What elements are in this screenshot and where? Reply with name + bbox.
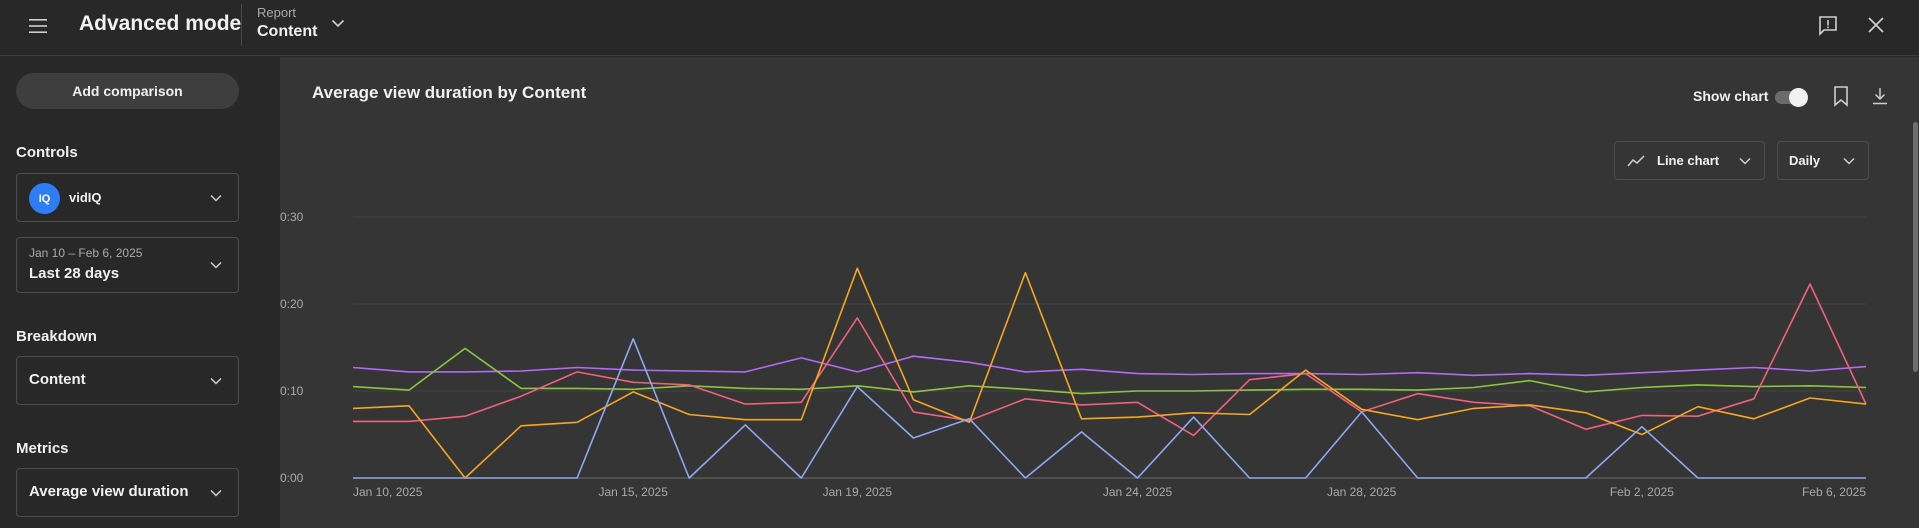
y-tick-label: 0:20 bbox=[280, 297, 304, 311]
chart-card: Average view duration by Content Show ch… bbox=[280, 57, 1919, 528]
top-app-bar: Advanced mode Report Content bbox=[0, 0, 1919, 56]
x-tick-label: Jan 15, 2025 bbox=[598, 485, 668, 499]
controls-heading: Controls bbox=[16, 144, 78, 161]
x-tick-label: Jan 28, 2025 bbox=[1327, 485, 1397, 499]
hamburger-menu-icon[interactable] bbox=[26, 14, 50, 38]
date-preset: Last 28 days bbox=[29, 265, 120, 282]
report-label: Report bbox=[257, 5, 297, 20]
chart-type-label: Line chart bbox=[1657, 153, 1720, 168]
chevron-down-icon bbox=[1843, 157, 1855, 165]
toggle-knob bbox=[1789, 88, 1808, 107]
left-sidebar: Add comparison Controls IQ vidIQ Jan 10 … bbox=[0, 57, 256, 528]
interval-label: Daily bbox=[1789, 153, 1821, 168]
series-line bbox=[352, 355, 1867, 377]
line-chart: 0:00 0:10 0:20 0:30 Jan 10, 2025 Jan 15, 2025… bbox=[280, 210, 1867, 499]
scrollbar-thumb[interactable] bbox=[1913, 122, 1918, 372]
show-chart-toggle[interactable] bbox=[1773, 88, 1809, 107]
chevron-down-icon[interactable] bbox=[329, 14, 347, 32]
chart-type-dropdown[interactable]: Line chart bbox=[1614, 141, 1765, 180]
x-tick-label: Jan 19, 2025 bbox=[823, 485, 893, 499]
metrics-heading: Metrics bbox=[16, 440, 69, 457]
feedback-icon[interactable] bbox=[1817, 14, 1839, 36]
breakdown-heading: Breakdown bbox=[16, 328, 97, 345]
x-tick-label: Feb 6, 2025 bbox=[1802, 485, 1866, 499]
avatar: IQ bbox=[29, 183, 60, 214]
report-selector[interactable]: Content bbox=[257, 23, 318, 40]
channel-selector[interactable]: IQ vidIQ bbox=[16, 173, 239, 222]
show-chart-label: Show chart bbox=[1693, 88, 1769, 104]
chevron-down-icon bbox=[1739, 157, 1751, 165]
x-tick-label: Feb 2, 2025 bbox=[1610, 485, 1674, 499]
series-line bbox=[352, 347, 1867, 395]
breakdown-value: Content bbox=[29, 371, 86, 388]
app-title: Advanced mode bbox=[79, 12, 242, 35]
chevron-down-icon bbox=[210, 194, 222, 202]
header-divider bbox=[241, 4, 242, 46]
chevron-down-icon bbox=[210, 261, 222, 269]
x-tick-label: Jan 10, 2025 bbox=[353, 485, 423, 499]
series-line bbox=[353, 283, 1867, 437]
metric-selector[interactable]: Average view duration bbox=[16, 468, 239, 517]
breakdown-selector[interactable]: Content bbox=[16, 356, 239, 405]
chart-title: Average view duration by Content bbox=[312, 83, 587, 102]
date-range-text: Jan 10 – Feb 6, 2025 bbox=[29, 246, 143, 260]
chevron-down-icon bbox=[210, 377, 222, 385]
y-tick-label: 0:30 bbox=[280, 210, 304, 224]
x-tick-label: Jan 24, 2025 bbox=[1103, 485, 1173, 499]
download-icon[interactable] bbox=[1870, 86, 1890, 106]
channel-name: vidIQ bbox=[69, 190, 102, 205]
bookmark-icon[interactable] bbox=[1831, 85, 1851, 107]
series-line bbox=[353, 337, 1866, 479]
interval-dropdown[interactable]: Daily bbox=[1777, 141, 1869, 180]
line-chart-icon bbox=[1627, 155, 1645, 167]
close-icon[interactable] bbox=[1865, 14, 1887, 36]
metric-value: Average view duration bbox=[29, 483, 189, 500]
chevron-down-icon bbox=[210, 489, 222, 497]
add-comparison-button[interactable]: Add comparison bbox=[16, 73, 239, 109]
date-range-selector[interactable]: Jan 10 – Feb 6, 2025 Last 28 days bbox=[16, 237, 239, 293]
y-tick-label: 0:00 bbox=[280, 471, 304, 485]
y-tick-label: 0:10 bbox=[280, 384, 304, 398]
